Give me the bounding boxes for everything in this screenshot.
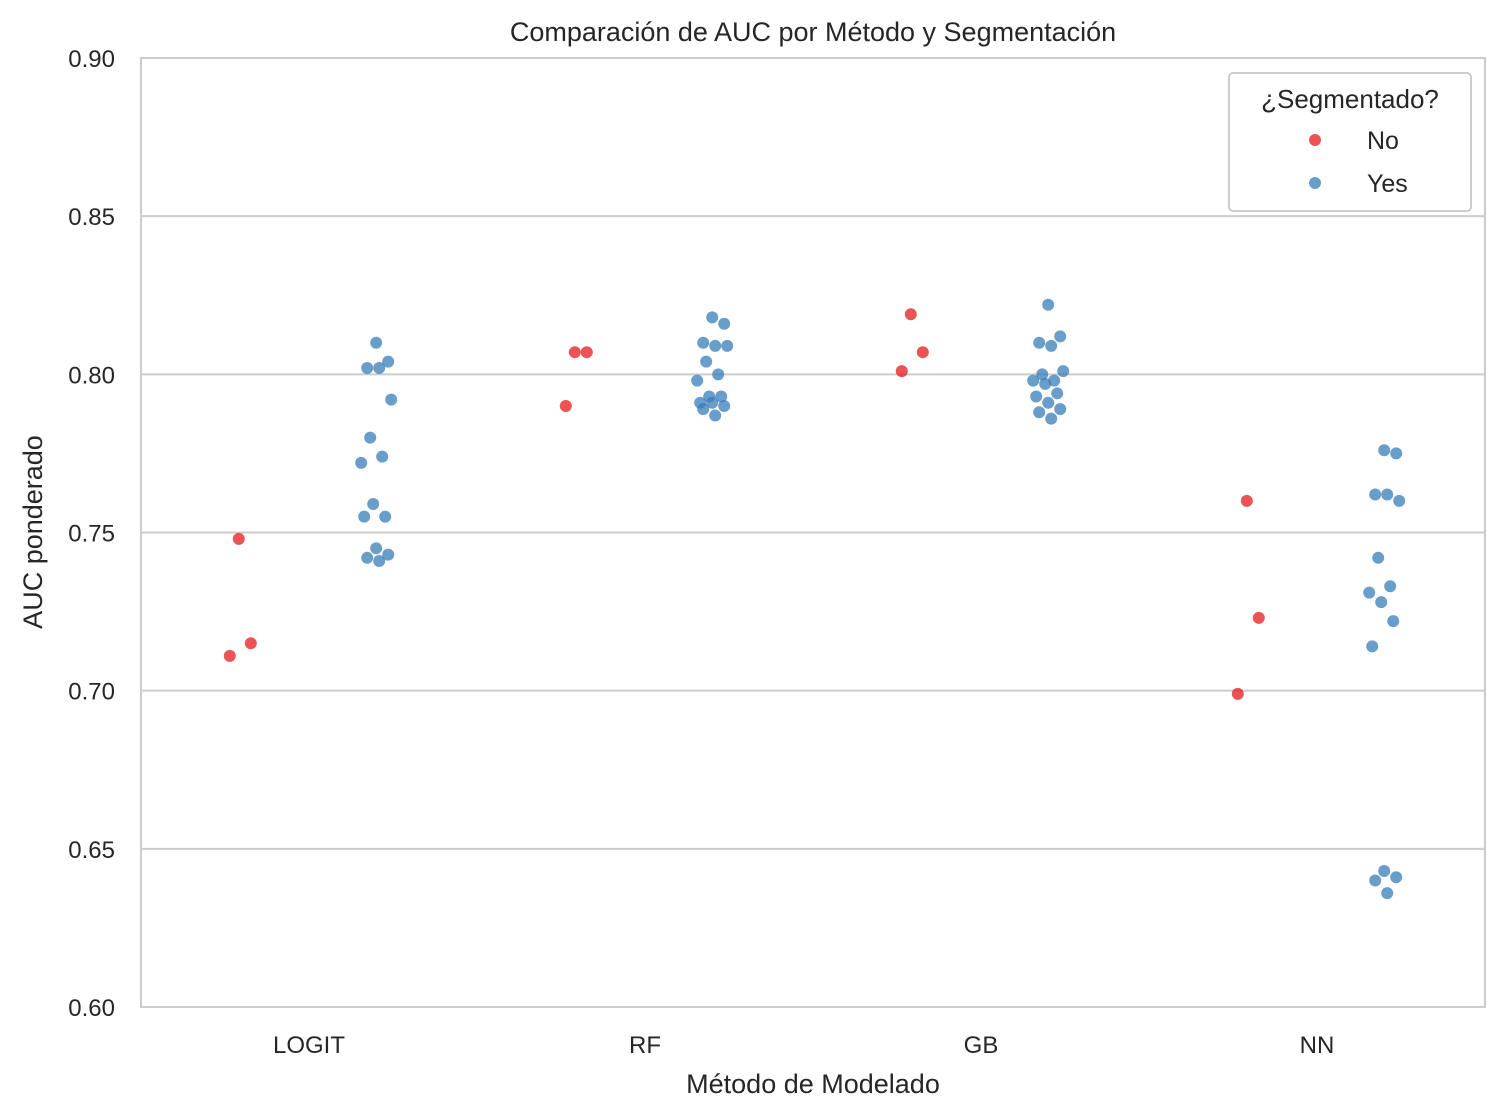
data-point-no <box>568 346 581 359</box>
data-point-yes <box>1375 596 1388 609</box>
data-point-yes <box>1033 336 1046 349</box>
data-point-yes <box>1381 887 1394 900</box>
data-point-yes <box>718 317 731 330</box>
plot-frame <box>140 57 1486 1008</box>
data-point-yes <box>1366 640 1379 653</box>
x-tick-label: GB <box>964 1032 999 1059</box>
data-points <box>223 298 1406 900</box>
legend-marker-yes <box>1309 177 1321 189</box>
data-point-yes <box>361 362 374 375</box>
data-point-yes <box>1363 586 1376 599</box>
data-point-no <box>904 308 917 321</box>
data-point-yes <box>1372 551 1385 564</box>
data-point-yes <box>1042 298 1055 311</box>
data-point-yes <box>1027 374 1040 387</box>
y-tick-label: 0.90 <box>68 46 115 73</box>
y-tick-label: 0.75 <box>68 521 115 548</box>
data-point-yes <box>358 510 371 523</box>
legend-marker-no <box>1309 134 1321 146</box>
data-point-yes <box>709 339 722 352</box>
data-point-yes <box>1051 387 1064 400</box>
x-tick-label: LOGIT <box>273 1032 345 1059</box>
data-point-yes <box>706 311 719 324</box>
data-point-yes <box>385 393 398 406</box>
data-point-yes <box>1390 447 1403 460</box>
data-point-yes <box>370 336 383 349</box>
data-point-yes <box>1045 339 1058 352</box>
data-point-yes <box>715 390 728 403</box>
data-point-yes <box>1030 390 1043 403</box>
legend: ¿Segmentado? No Yes <box>1228 72 1472 212</box>
data-point-yes <box>379 510 392 523</box>
data-point-yes <box>697 403 710 416</box>
data-point-yes <box>373 554 386 567</box>
data-point-yes <box>700 355 713 368</box>
data-point-yes <box>382 355 395 368</box>
data-point-yes <box>1387 615 1400 628</box>
legend-title: ¿Segmentado? <box>1261 84 1439 114</box>
data-point-yes <box>1384 580 1397 593</box>
data-point-no <box>1252 611 1265 624</box>
y-tick-label: 0.70 <box>68 679 115 706</box>
y-tick-label: 0.65 <box>68 837 115 864</box>
data-point-yes <box>361 551 374 564</box>
data-point-yes <box>1054 403 1067 416</box>
data-point-yes <box>373 362 386 375</box>
data-point-yes <box>1378 864 1391 877</box>
data-point-yes <box>364 431 377 444</box>
data-point-yes <box>706 396 719 409</box>
x-tick-labels: LOGIT RF GB NN <box>273 1032 1334 1059</box>
y-tick-label: 0.60 <box>68 995 115 1022</box>
y-tick-label: 0.85 <box>68 204 115 231</box>
data-point-yes <box>1045 412 1058 425</box>
data-point-yes <box>382 548 395 561</box>
y-tick-labels: 0.60 0.65 0.70 0.75 0.80 0.85 0.90 <box>68 46 115 1022</box>
x-tick-label: RF <box>629 1032 661 1059</box>
data-point-yes <box>712 368 725 381</box>
data-point-no <box>580 346 593 359</box>
data-point-yes <box>721 339 734 352</box>
data-point-yes <box>376 450 389 463</box>
chart-title: Comparación de AUC por Método y Segmenta… <box>510 17 1116 47</box>
data-point-yes <box>718 399 731 412</box>
data-point-yes <box>1048 374 1061 387</box>
legend-label-yes: Yes <box>1367 170 1408 198</box>
data-point-no <box>916 346 929 359</box>
data-point-yes <box>367 498 380 511</box>
data-point-yes <box>1390 871 1403 884</box>
data-point-yes <box>1057 365 1070 378</box>
data-point-yes <box>1054 330 1067 343</box>
y-tick-label: 0.80 <box>68 362 115 389</box>
data-point-yes <box>1369 488 1382 501</box>
legend-label-no: No <box>1367 127 1399 155</box>
data-point-yes <box>709 409 722 422</box>
data-point-yes <box>697 336 710 349</box>
data-point-yes <box>1039 377 1052 390</box>
data-point-no <box>244 637 257 650</box>
data-point-yes <box>1378 444 1391 457</box>
data-point-no <box>232 532 245 545</box>
x-tick-label: NN <box>1300 1032 1335 1059</box>
data-point-yes <box>1033 406 1046 419</box>
data-point-no <box>895 365 908 378</box>
data-point-yes <box>1381 488 1394 501</box>
data-point-yes <box>370 542 383 555</box>
y-axis-label: AUC ponderado <box>18 435 48 629</box>
data-point-no <box>1231 687 1244 700</box>
data-point-no <box>223 649 236 662</box>
data-point-yes <box>1036 368 1049 381</box>
data-point-yes <box>1369 874 1382 887</box>
data-point-yes <box>1042 396 1055 409</box>
data-point-yes <box>1393 494 1406 507</box>
data-point-yes <box>691 374 704 387</box>
x-axis-label: Método de Modelado <box>686 1069 940 1099</box>
data-point-yes <box>355 456 368 469</box>
data-point-no <box>559 399 572 412</box>
legend-box <box>1228 72 1472 212</box>
data-point-no <box>1240 494 1253 507</box>
